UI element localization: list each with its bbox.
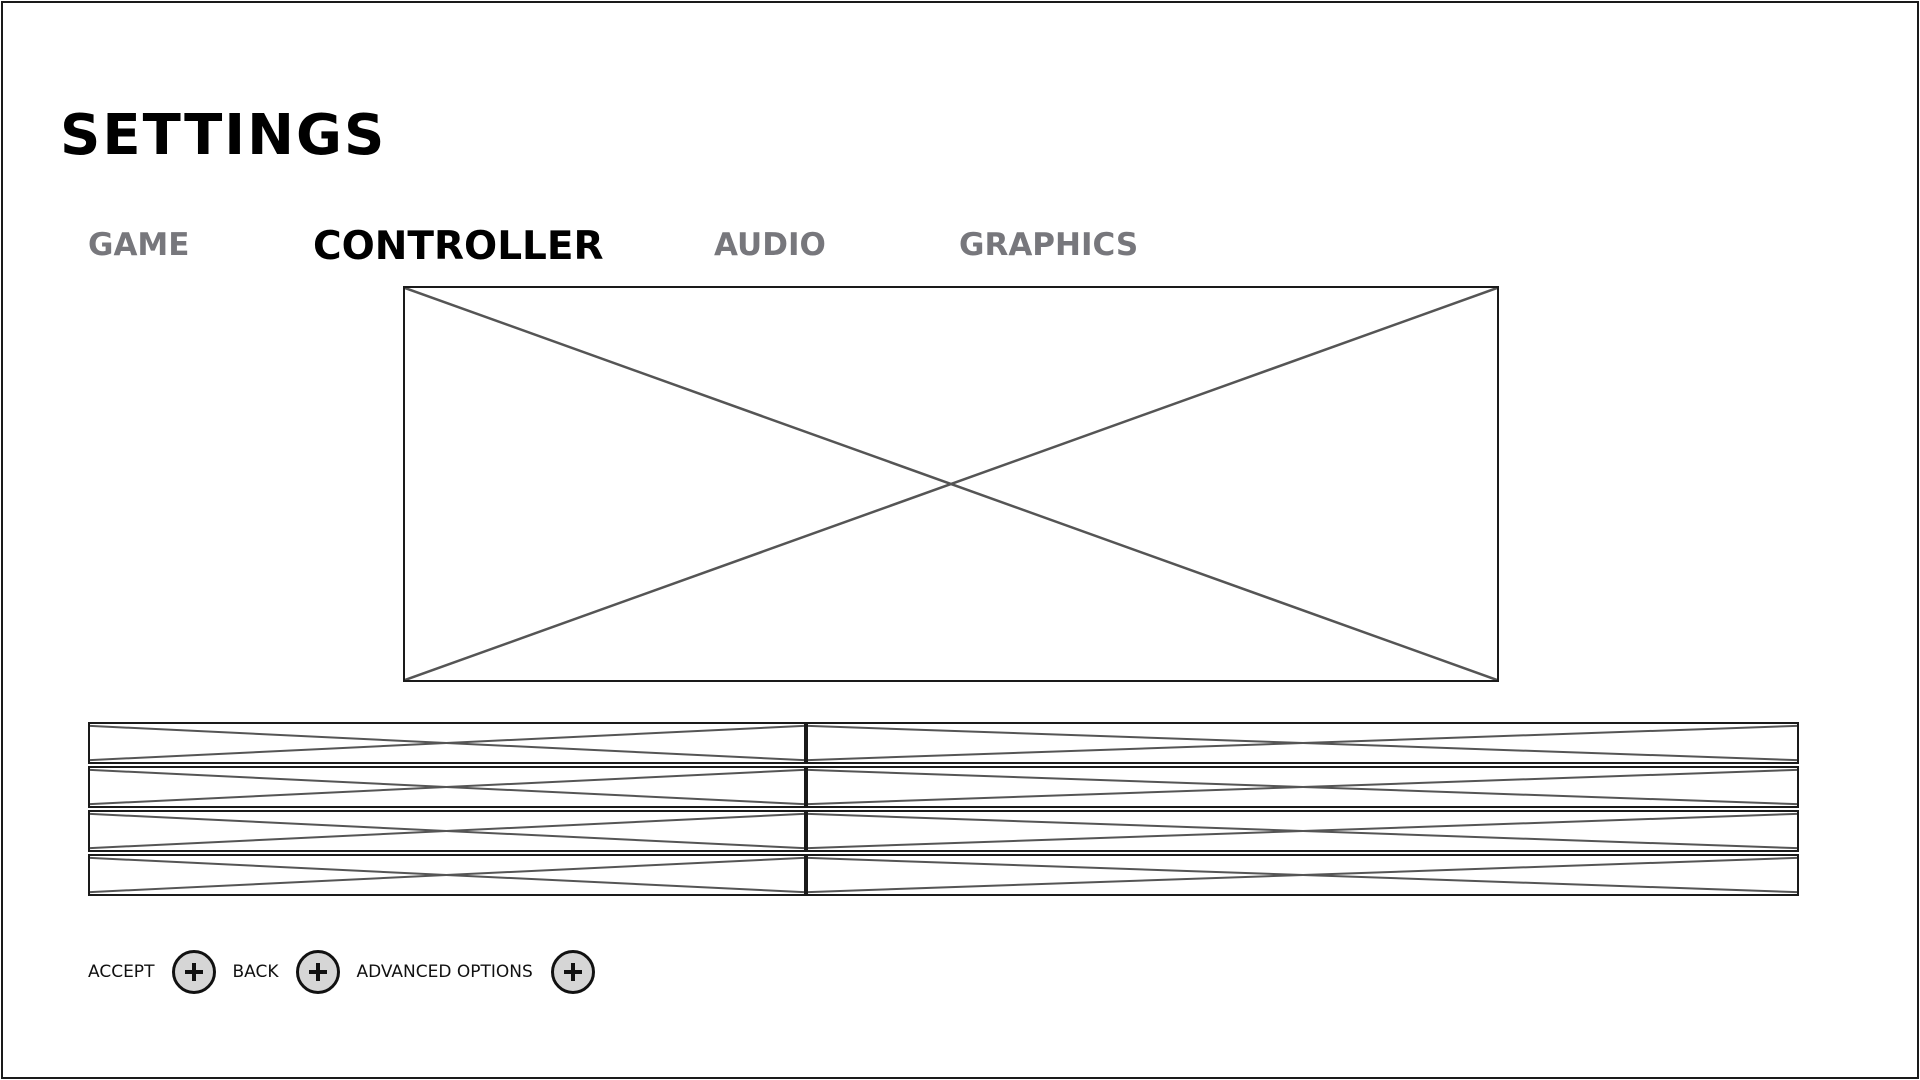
page-title: SETTINGS [60,103,387,168]
image-placeholder-icon [808,724,1797,762]
tab-audio[interactable]: AUDIO [714,227,826,263]
tab-game[interactable]: GAME [88,227,190,263]
option-label-placeholder[interactable] [88,722,806,764]
plus-icon [309,963,328,981]
controller-image-placeholder [403,286,1499,682]
option-row[interactable] [88,810,1799,852]
tab-graphics[interactable]: GRAPHICS [959,227,1139,263]
image-placeholder-icon [90,724,804,762]
option-label-placeholder[interactable] [88,766,806,808]
button-hints-bar: ACCEPT BACK ADVANCED OPTIONS [88,947,611,997]
image-placeholder-icon [90,856,804,894]
advanced-options-button[interactable] [550,950,595,994]
advanced-options-hint-label: ADVANCED OPTIONS [356,962,533,982]
option-value-placeholder[interactable] [806,766,1799,808]
image-placeholder-icon [90,812,804,850]
option-value-placeholder[interactable] [806,722,1799,764]
image-placeholder-icon [808,856,1797,894]
image-placeholder-icon [808,768,1797,806]
option-value-placeholder[interactable] [806,854,1799,896]
option-row[interactable] [88,766,1799,808]
option-row[interactable] [88,854,1799,896]
option-value-placeholder[interactable] [806,810,1799,852]
option-label-placeholder[interactable] [88,810,806,852]
accept-hint-label: ACCEPT [88,962,155,982]
option-label-placeholder[interactable] [88,854,806,896]
plus-icon [185,963,204,981]
image-placeholder-icon [90,768,804,806]
plus-icon [563,963,582,981]
tab-controller[interactable]: CONTROLLER [313,224,604,269]
back-button[interactable] [296,950,341,994]
image-placeholder-icon [808,812,1797,850]
controller-options-list [88,722,1799,898]
back-hint-label: BACK [232,962,279,982]
image-placeholder-icon [405,288,1497,680]
option-row[interactable] [88,722,1799,764]
accept-button[interactable] [172,950,217,994]
